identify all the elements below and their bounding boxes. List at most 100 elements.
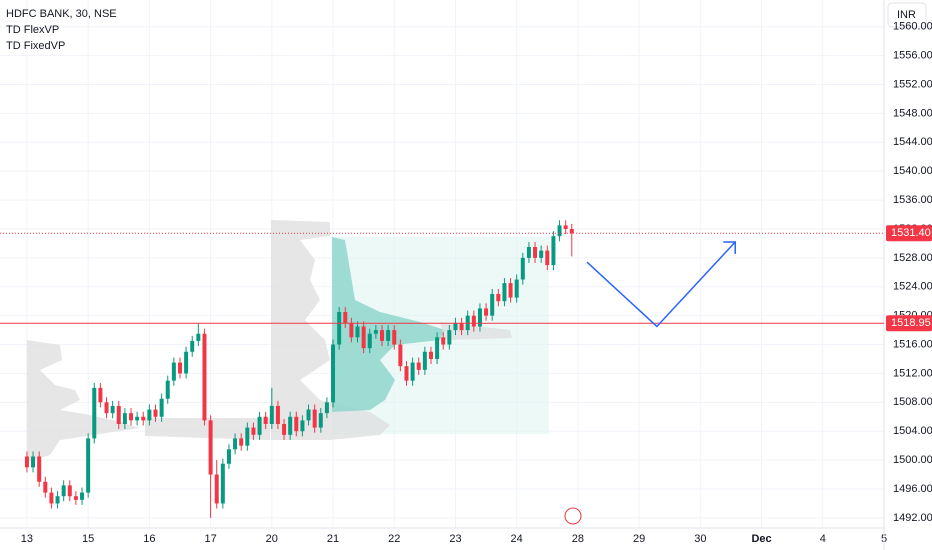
y-tick-label: 1492.00 xyxy=(893,512,932,524)
symbol-title: HDFC BANK, 30, NSE xyxy=(6,8,117,20)
y-tick-label: 1500.00 xyxy=(893,454,932,466)
candle-body xyxy=(141,416,146,421)
candle-body xyxy=(190,340,195,352)
y-tick-label: 1504.00 xyxy=(893,425,932,437)
y-tick-label: 1540.00 xyxy=(893,165,932,177)
candle-body xyxy=(526,247,531,258)
price-tag xyxy=(886,225,932,242)
candle-body xyxy=(447,330,452,345)
candle-body xyxy=(153,409,158,417)
x-tick-label: 28 xyxy=(572,533,584,545)
candle-body xyxy=(490,293,495,316)
candle-body xyxy=(361,326,366,349)
candle-body xyxy=(380,330,385,341)
candle-body xyxy=(337,312,342,345)
candle-body xyxy=(453,322,458,331)
candle-body xyxy=(306,409,311,421)
candle-body xyxy=(428,351,433,359)
candle-body xyxy=(331,344,336,403)
candle-body xyxy=(159,398,164,417)
candle-body xyxy=(24,456,29,468)
candle-body xyxy=(55,496,60,504)
candle-body xyxy=(441,337,446,345)
x-tick-label: 20 xyxy=(266,533,278,545)
candle-body xyxy=(239,438,244,446)
candle-body xyxy=(404,366,409,381)
candle-body xyxy=(208,420,213,475)
gray-profile xyxy=(440,322,512,340)
candle-body xyxy=(514,279,519,298)
x-tick-label: 21 xyxy=(327,533,339,545)
candle-body xyxy=(355,326,360,338)
candle-body xyxy=(349,322,354,338)
candle-body xyxy=(257,416,262,435)
candle-body xyxy=(422,351,427,370)
candle-body xyxy=(477,308,482,327)
candle-body xyxy=(557,225,562,237)
candle-body xyxy=(312,409,317,428)
candle-body xyxy=(98,387,103,403)
candle-body xyxy=(386,330,391,341)
currency-button[interactable] xyxy=(887,2,927,28)
candle-body xyxy=(294,416,299,432)
candle-body xyxy=(508,283,513,298)
candle-body xyxy=(61,485,66,497)
candle-body xyxy=(86,438,91,493)
candle-body xyxy=(502,283,507,302)
event-icon[interactable] xyxy=(564,507,582,525)
y-tick-label: 1508.00 xyxy=(893,396,932,408)
candle-body xyxy=(43,481,48,493)
candle-body xyxy=(410,362,415,381)
candle-body xyxy=(37,456,42,482)
candle-body xyxy=(392,330,397,345)
x-tick-label: 4 xyxy=(820,533,826,545)
price-tag-label: 1531.40 xyxy=(891,227,931,239)
candle-body xyxy=(269,405,274,424)
candle-body xyxy=(165,380,170,399)
candle-body xyxy=(533,247,538,258)
candle-body xyxy=(129,413,134,421)
candle-body xyxy=(569,228,574,234)
y-tick-label: 1544.00 xyxy=(893,136,932,148)
candle-body xyxy=(300,420,305,432)
candle-body xyxy=(245,427,250,446)
candle-body xyxy=(520,257,525,280)
candle-body xyxy=(214,474,219,504)
candle-body xyxy=(288,416,293,435)
candle-body xyxy=(282,423,287,435)
candle-body xyxy=(202,333,207,421)
candle-body xyxy=(226,449,231,464)
y-tick-label: 1552.00 xyxy=(893,78,932,90)
x-tick-label: 15 xyxy=(82,533,94,545)
candle-body xyxy=(398,344,403,367)
candle-body xyxy=(196,333,201,341)
y-tick-label: 1516.00 xyxy=(893,338,932,350)
trend-drawing xyxy=(586,241,736,328)
x-tick-label: 23 xyxy=(449,533,461,545)
candle-body xyxy=(73,496,78,500)
candle-body xyxy=(31,456,36,468)
candle-body xyxy=(275,405,280,424)
x-tick-label: 22 xyxy=(388,533,400,545)
candle-body xyxy=(171,362,176,381)
candle-body xyxy=(147,409,152,421)
y-tick-label: 1548.00 xyxy=(893,107,932,119)
y-tick-label: 1536.00 xyxy=(893,194,932,206)
candle-body xyxy=(184,351,189,374)
x-tick-label: 30 xyxy=(694,533,706,545)
candle-body xyxy=(343,312,348,323)
candle-body xyxy=(545,250,550,266)
candle-body xyxy=(233,438,238,450)
gray-profile xyxy=(27,340,140,462)
candle-body xyxy=(251,427,256,435)
candle-body xyxy=(104,402,109,414)
candle-body xyxy=(373,330,378,334)
gray-profile xyxy=(271,220,390,440)
volume-profiles xyxy=(27,220,549,462)
y-tick-label: 1556.00 xyxy=(893,50,932,62)
x-tick-label: 13 xyxy=(21,533,33,545)
x-tick-label: 16 xyxy=(143,533,155,545)
candle-body xyxy=(367,333,372,349)
candle-body xyxy=(459,322,464,331)
